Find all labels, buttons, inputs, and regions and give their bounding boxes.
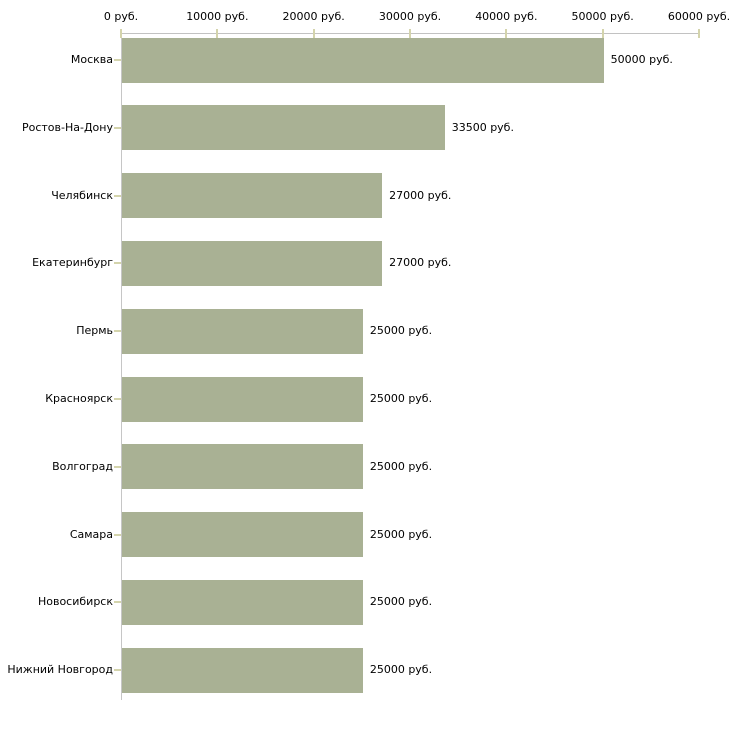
value-label: 25000 руб. [369, 595, 433, 609]
bar [122, 647, 363, 693]
y-tick-mark [114, 194, 121, 197]
x-tick-mark [409, 29, 411, 38]
x-tick-label: 50000 руб. [571, 10, 634, 23]
x-tick-mark [601, 29, 604, 38]
bar [122, 376, 363, 422]
x-tick-label: 10000 руб. [186, 10, 249, 23]
category-label: Самара [69, 527, 113, 541]
bar [122, 512, 363, 558]
x-tick-label: 60000 руб. [667, 10, 730, 23]
value-label: 50000 руб. [610, 53, 673, 66]
category-label: Ростов-На-Дону [21, 120, 113, 134]
x-tick-label: 20000 руб. [282, 10, 345, 23]
y-tick-mark [114, 59, 121, 61]
x-tick-mark [120, 29, 122, 38]
category-label: Красноярск [45, 392, 113, 405]
bar [122, 173, 383, 219]
x-tick-label: 40000 руб. [475, 10, 538, 23]
bar [122, 308, 363, 354]
category-label: Волгоград [52, 459, 113, 473]
x-tick-label: 30000 руб. [378, 10, 442, 23]
y-tick-mark [114, 465, 121, 468]
value-label: 25000 руб. [369, 392, 433, 405]
category-label: Москва [70, 53, 113, 66]
x-tick-mark [505, 29, 508, 38]
y-tick-mark [114, 330, 121, 333]
y-tick-mark [114, 262, 121, 265]
value-label: 25000 руб. [369, 459, 433, 473]
x-tick-mark [216, 29, 219, 38]
x-tick-label: 0 руб. [103, 10, 139, 23]
category-label: Челябинск [51, 188, 113, 202]
value-label: 27000 руб. [389, 256, 452, 270]
x-tick-mark [312, 29, 315, 38]
category-label: Екатеринбург [32, 256, 113, 270]
bar [122, 105, 445, 151]
bar [122, 37, 604, 83]
x-tick-mark [698, 29, 700, 38]
category-label: Новосибирск [37, 595, 113, 609]
y-axis-line [121, 33, 122, 700]
y-tick-mark [114, 126, 121, 129]
bar [122, 579, 363, 625]
y-tick-mark [114, 533, 121, 536]
value-label: 25000 руб. [369, 324, 433, 338]
value-label: 27000 руб. [389, 188, 452, 202]
category-label: Нижний Новгород [7, 663, 113, 677]
value-label: 25000 руб. [369, 527, 433, 541]
value-label: 25000 руб. [369, 663, 433, 677]
y-tick-mark [114, 669, 121, 672]
bar [122, 444, 363, 490]
y-tick-mark [114, 398, 121, 400]
bar [122, 240, 383, 286]
y-tick-mark [114, 601, 121, 604]
category-label: Пермь [76, 324, 113, 338]
value-label: 33500 руб. [451, 120, 514, 134]
